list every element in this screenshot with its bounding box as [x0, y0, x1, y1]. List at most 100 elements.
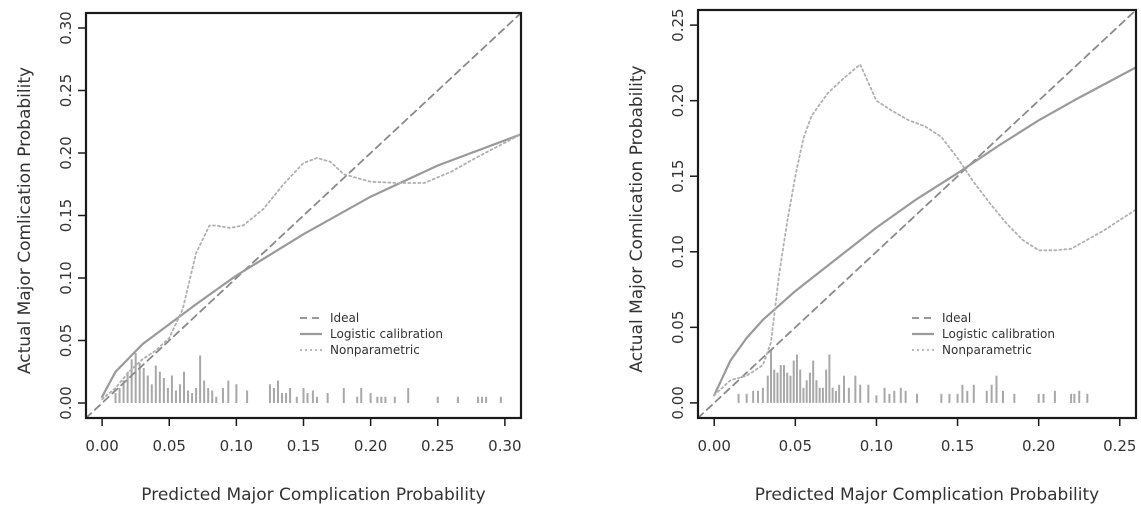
legend-label: Ideal: [942, 311, 971, 325]
series-nonparametric: [101, 133, 521, 401]
histogram-bar: [126, 371, 129, 403]
histogram-bar: [1037, 393, 1040, 403]
x-tick-label: 0.20: [1022, 437, 1055, 455]
histogram-bar: [972, 384, 975, 403]
histogram-bar: [888, 393, 891, 403]
histogram-bar: [752, 390, 755, 403]
histogram-bar: [211, 390, 214, 403]
histogram-bar: [843, 375, 845, 403]
histogram-bar: [838, 384, 841, 403]
histogram-bar: [859, 384, 862, 403]
y-tick-label: 0.05: [57, 324, 75, 357]
histogram-bar: [174, 390, 177, 403]
histogram-bar: [792, 360, 795, 403]
histogram-bar: [795, 354, 798, 403]
histogram-bar: [1086, 393, 1089, 403]
histogram-bar: [745, 393, 748, 403]
x-tick-label: 0.10: [860, 437, 893, 455]
y-tick-label: 0.10: [57, 261, 75, 294]
histogram-bar: [170, 375, 173, 403]
x-tick-label: 0.05: [779, 437, 812, 455]
histogram-bar: [114, 393, 117, 403]
histogram-bar: [799, 369, 802, 403]
histogram-bar: [776, 372, 779, 403]
histogram-bar: [384, 396, 387, 403]
histogram-bar: [134, 353, 137, 403]
histogram-bar: [376, 396, 379, 403]
histogram-bar: [1070, 393, 1073, 403]
legend: Ideal Logistic calibration Nonparametric: [300, 311, 443, 357]
y-tick-label: 0.20: [669, 84, 687, 117]
x-tick-label: 0.20: [354, 437, 387, 455]
histogram-bar: [118, 388, 121, 403]
histogram-bar: [315, 396, 318, 403]
y-tick-label: 0.30: [57, 11, 75, 44]
histogram-bar: [1053, 390, 1056, 403]
histogram-bar: [342, 388, 345, 403]
histogram-bar: [178, 384, 181, 403]
plot-data: [86, 13, 521, 418]
histogram-bar: [825, 369, 828, 403]
histogram-bar: [818, 387, 821, 403]
histogram-bar: [268, 384, 271, 403]
x-axis-title: Predicted Major Complication Probability: [141, 485, 485, 505]
histogram-bar: [195, 388, 198, 403]
y-tick-label: 0.00: [57, 386, 75, 419]
histogram-bar: [828, 354, 831, 403]
histogram-bar: [281, 393, 284, 403]
histogram-bar: [1042, 393, 1045, 403]
histogram-bar: [130, 359, 133, 403]
histogram-bar: [737, 393, 740, 403]
x-tick-label: 0.15: [941, 437, 974, 455]
histogram-bar: [142, 368, 145, 403]
histogram-bar: [834, 390, 837, 403]
legend-label: Ideal: [330, 311, 359, 325]
histogram-bar: [815, 380, 818, 403]
histogram-bar: [847, 387, 850, 403]
y-tick-label: 0.25: [669, 8, 687, 41]
histogram-bar: [183, 371, 186, 403]
histogram-bar: [831, 387, 834, 403]
plot-data: [698, 10, 1136, 418]
histogram-bar: [956, 393, 959, 403]
histogram-bar: [326, 393, 329, 403]
calibration-plot-left: 0.00 0.05 0.10 0.15 0.20 0.25 0.30 0.00 0.05 0.10…: [15, 11, 523, 505]
histogram-bar: [436, 396, 439, 403]
histogram-bar: [246, 390, 249, 403]
plot-frame: [696, 8, 1138, 420]
x-tick-label: 0.30: [488, 437, 521, 455]
histogram-bar: [285, 393, 288, 403]
histogram-bar: [456, 396, 459, 403]
histogram-bar: [821, 387, 824, 403]
histogram-bar: [867, 384, 870, 403]
histogram-bar: [369, 393, 372, 403]
histogram-bar: [786, 372, 789, 403]
legend: Ideal Logistic calibration Nonparametric: [912, 311, 1055, 357]
histogram-bar: [146, 375, 149, 403]
legend-label: Nonparametric: [942, 343, 1032, 357]
histogram-bar: [150, 384, 153, 403]
histogram-bar: [380, 396, 383, 403]
histogram-bar: [311, 390, 314, 403]
histogram-bar: [883, 387, 886, 403]
series-logistic-calibration: [713, 66, 1136, 397]
legend-label: Nonparametric: [330, 343, 420, 357]
histogram-bar: [1001, 390, 1004, 403]
histogram-bar: [203, 380, 206, 403]
histogram-bar: [789, 375, 792, 403]
histogram-bar: [766, 375, 769, 403]
histogram-bar: [393, 396, 396, 403]
histogram-bar: [122, 380, 125, 403]
histogram-bar: [302, 388, 305, 403]
histogram-bar: [191, 393, 194, 403]
histogram-bar: [215, 396, 218, 403]
histogram-bar: [812, 360, 815, 403]
histogram-bar: [295, 396, 298, 403]
histogram-bar: [187, 390, 190, 403]
histogram-bar: [356, 396, 359, 403]
histogram-bar: [138, 363, 141, 403]
histogram-bar: [207, 388, 210, 403]
histogram-bar: [485, 396, 488, 403]
y-axis-title: Actual Major Comlication Probability: [627, 65, 647, 372]
